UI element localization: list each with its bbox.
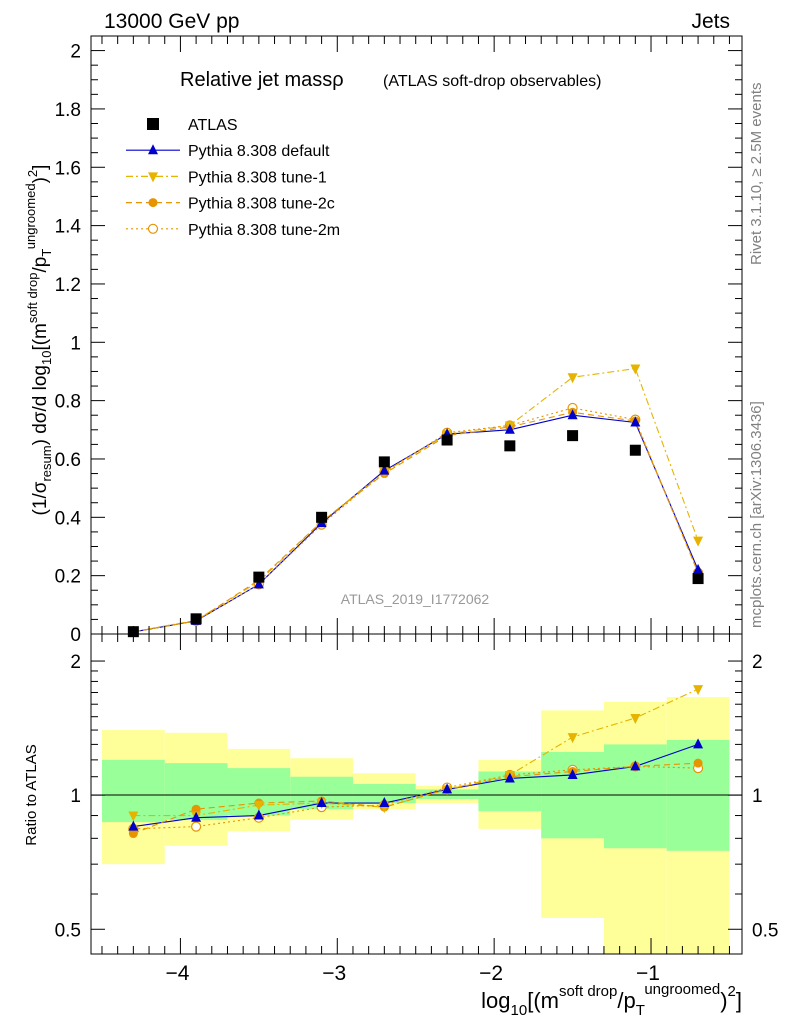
ratio-data-point bbox=[693, 738, 704, 749]
chart-title: Relative jet massρ bbox=[180, 69, 344, 91]
ratio-series-line bbox=[133, 688, 699, 817]
legend-marker bbox=[148, 172, 158, 183]
ratio-data-point bbox=[442, 783, 453, 794]
ratio-y-tick-label-right: 0.5 bbox=[752, 920, 778, 941]
legend-label: Pythia 8.308 tune-2c bbox=[188, 196, 335, 213]
x-tick-label: −4 bbox=[165, 962, 189, 985]
ratio-x-axis: −4 −3 −2 −1 bbox=[101, 634, 730, 985]
ratio-y-tick-label-right: 1 bbox=[752, 786, 763, 807]
main-y-tick-label: 1.4 bbox=[55, 217, 82, 238]
ratio-data-point bbox=[253, 801, 264, 812]
main-data-point bbox=[567, 409, 578, 420]
main-y-tick-label: 0.4 bbox=[55, 508, 82, 529]
main-data-point bbox=[253, 578, 264, 589]
ratio-data-point bbox=[191, 821, 202, 832]
legend-marker bbox=[148, 144, 158, 155]
main-data-point bbox=[693, 536, 704, 547]
x-tick-label: −3 bbox=[322, 962, 346, 985]
ratio-panel: 0.5 0.5 1 1 2 2 −4 −3 −2 −1 Ratio to ATLAS log10… bbox=[23, 633, 779, 1019]
main-y-tick-label: 0 bbox=[70, 625, 81, 646]
main-data-point bbox=[316, 511, 328, 523]
main-data-point bbox=[630, 364, 641, 375]
legend-marker bbox=[147, 118, 159, 130]
ratio-y-tick-label: 0.5 bbox=[55, 920, 81, 941]
main-data-point bbox=[190, 613, 202, 625]
chart-subtitle: (ATLAS soft-drop observables) bbox=[383, 73, 601, 90]
ratio-data-point bbox=[191, 811, 202, 822]
analysis-watermark: ATLAS_2019_I1772062 bbox=[341, 591, 490, 607]
ratio-y-axis-label: Ratio to ATLAS bbox=[23, 744, 40, 845]
main-y-tick-label: 0.8 bbox=[55, 392, 81, 413]
main-x-ticks bbox=[101, 36, 730, 634]
ratio-data-point bbox=[191, 804, 201, 814]
main-data-point bbox=[693, 563, 704, 574]
main-data-point bbox=[630, 416, 641, 427]
ratio-green-band bbox=[603, 744, 667, 849]
main-data-point bbox=[378, 456, 390, 468]
main-data-point bbox=[692, 573, 704, 585]
ratio-data-point bbox=[379, 797, 390, 808]
ratio-y-tick-label-right: 2 bbox=[752, 652, 763, 673]
ratio-data-point bbox=[128, 820, 139, 831]
legend-label: Pythia 8.308 tune-2m bbox=[188, 222, 340, 239]
main-data-point bbox=[504, 423, 515, 434]
main-y-tick-label: 2 bbox=[70, 42, 81, 63]
ratio-data-point bbox=[630, 713, 641, 724]
ratio-green-band bbox=[352, 783, 416, 804]
main-y-tick-label: 1.2 bbox=[55, 275, 81, 296]
legend: ATLAS Pythia 8.308 default Pythia 8.308 tu… bbox=[126, 117, 340, 239]
main-panel: 0 0.2 0.4 0.6 0.8 1 1.2 1.4 1.6 1.8 2 Relative jet… bbox=[23, 35, 743, 646]
ratio-data-point bbox=[693, 758, 703, 768]
main-series-line bbox=[133, 407, 699, 633]
legend-marker bbox=[147, 223, 159, 234]
ratio-data-point bbox=[567, 768, 578, 779]
ratio-data-point bbox=[316, 797, 327, 808]
ratio-y-tick-label: 2 bbox=[70, 652, 81, 673]
main-y-tick-label: 1 bbox=[70, 333, 81, 354]
legend-label: Pythia 8.308 default bbox=[188, 143, 330, 160]
main-y-tick-label: 0.6 bbox=[55, 450, 81, 471]
rivet-version-label: Rivet 3.1.10, ≥ 2.5M events bbox=[748, 83, 765, 266]
main-series-line bbox=[133, 411, 699, 633]
ratio-series-line bbox=[133, 765, 699, 830]
legend-label: Pythia 8.308 tune-1 bbox=[188, 169, 327, 186]
ratio-data-point bbox=[567, 733, 578, 744]
main-data-point bbox=[567, 430, 579, 442]
ratio-series-layer bbox=[128, 685, 704, 839]
ratio-data-point bbox=[693, 685, 704, 696]
ratio-data-point bbox=[504, 772, 515, 783]
main-y-tick-label: 1.6 bbox=[55, 158, 81, 179]
ratio-data-point bbox=[128, 811, 139, 822]
analysis-type-label: Jets bbox=[691, 10, 730, 33]
x-tick-label: −2 bbox=[479, 962, 503, 985]
legend-label: ATLAS bbox=[188, 117, 238, 134]
x-axis-label: log10[(msoft drop/pTungroomed)2] bbox=[481, 981, 742, 1019]
ratio-data-point bbox=[253, 809, 264, 820]
main-data-point bbox=[629, 444, 641, 456]
ratio-y-axis: 0.5 0.5 1 1 2 2 bbox=[55, 652, 779, 941]
ratio-data-point bbox=[128, 829, 138, 839]
ratio-data-point bbox=[630, 760, 641, 771]
main-data-point bbox=[441, 434, 453, 446]
main-data-point bbox=[379, 464, 390, 475]
x-tick-label: −1 bbox=[636, 962, 660, 985]
ratio-y-tick-label: 1 bbox=[70, 786, 81, 807]
legend-marker bbox=[148, 198, 158, 208]
main-data-point bbox=[567, 373, 578, 384]
process-label: 13000 GeV pp bbox=[104, 10, 239, 33]
ratio-frame bbox=[90, 633, 743, 955]
main-data-point bbox=[253, 571, 265, 583]
main-y-tick-label: 1.8 bbox=[55, 100, 81, 121]
main-y-axis-label: (1/σresum) dσ/d log10[(msoft drop/pTungr… bbox=[23, 165, 54, 516]
main-y-axis: 0 0.2 0.4 0.6 0.8 1 1.2 1.4 1.6 1.8 2 bbox=[55, 42, 742, 646]
mcplots-label: mcplots.cern.ch [arXiv:1306.3436] bbox=[748, 401, 765, 628]
main-data-point bbox=[504, 440, 516, 452]
main-y-tick-label: 0.2 bbox=[55, 567, 81, 588]
